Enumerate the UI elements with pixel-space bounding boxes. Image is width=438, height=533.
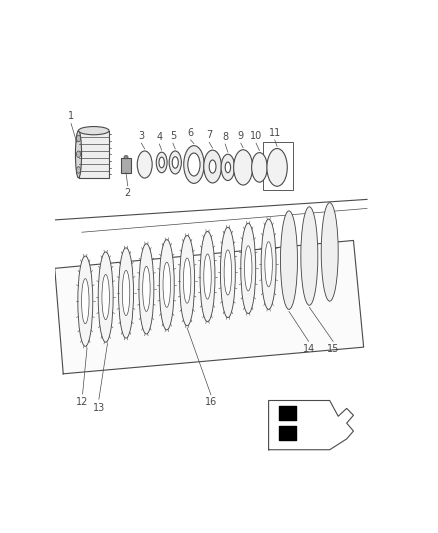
- Text: 3: 3: [138, 131, 145, 141]
- Ellipse shape: [184, 258, 191, 303]
- Ellipse shape: [119, 248, 134, 338]
- Text: 12: 12: [76, 397, 89, 407]
- Ellipse shape: [156, 152, 167, 173]
- Text: 8: 8: [222, 132, 228, 142]
- Ellipse shape: [78, 126, 109, 135]
- Bar: [121, 158, 131, 173]
- Ellipse shape: [200, 231, 215, 322]
- Text: 14: 14: [303, 344, 315, 354]
- Ellipse shape: [163, 262, 170, 308]
- Bar: [78, 131, 109, 178]
- Ellipse shape: [180, 236, 194, 326]
- Text: 6: 6: [187, 128, 194, 138]
- Text: 15: 15: [327, 344, 339, 354]
- Ellipse shape: [204, 150, 222, 183]
- Text: 5: 5: [170, 131, 176, 141]
- Ellipse shape: [221, 154, 235, 181]
- Ellipse shape: [241, 223, 256, 313]
- Text: 7: 7: [206, 130, 212, 140]
- Ellipse shape: [102, 274, 110, 320]
- Text: 10: 10: [250, 131, 262, 141]
- Ellipse shape: [169, 151, 181, 174]
- Ellipse shape: [224, 250, 232, 295]
- Polygon shape: [55, 240, 364, 374]
- Ellipse shape: [172, 157, 178, 168]
- Ellipse shape: [139, 244, 154, 334]
- Ellipse shape: [75, 131, 81, 178]
- Text: 2: 2: [124, 188, 131, 198]
- Ellipse shape: [122, 270, 130, 316]
- Ellipse shape: [159, 240, 174, 330]
- Ellipse shape: [244, 246, 252, 291]
- Ellipse shape: [78, 256, 93, 346]
- Ellipse shape: [321, 203, 338, 301]
- Text: 16: 16: [205, 397, 217, 407]
- Ellipse shape: [143, 266, 150, 311]
- Ellipse shape: [124, 156, 128, 159]
- Ellipse shape: [188, 153, 200, 176]
- Ellipse shape: [261, 219, 276, 309]
- Text: 9: 9: [238, 131, 244, 141]
- Ellipse shape: [159, 157, 164, 168]
- Text: 4: 4: [156, 132, 162, 142]
- Ellipse shape: [81, 279, 89, 324]
- Bar: [263, 142, 293, 190]
- Ellipse shape: [251, 152, 267, 182]
- Ellipse shape: [233, 150, 253, 185]
- Ellipse shape: [225, 162, 230, 173]
- Ellipse shape: [184, 146, 204, 183]
- Ellipse shape: [98, 252, 113, 342]
- Ellipse shape: [137, 151, 152, 178]
- Ellipse shape: [265, 241, 272, 287]
- Ellipse shape: [220, 227, 235, 318]
- Text: 11: 11: [268, 128, 281, 138]
- Ellipse shape: [77, 135, 81, 142]
- Text: 1: 1: [68, 111, 74, 122]
- Ellipse shape: [77, 167, 81, 173]
- Ellipse shape: [204, 254, 211, 299]
- Ellipse shape: [301, 207, 318, 305]
- Ellipse shape: [280, 211, 297, 309]
- Ellipse shape: [267, 149, 287, 186]
- Ellipse shape: [209, 160, 216, 173]
- Text: 13: 13: [93, 402, 105, 413]
- Ellipse shape: [77, 151, 81, 158]
